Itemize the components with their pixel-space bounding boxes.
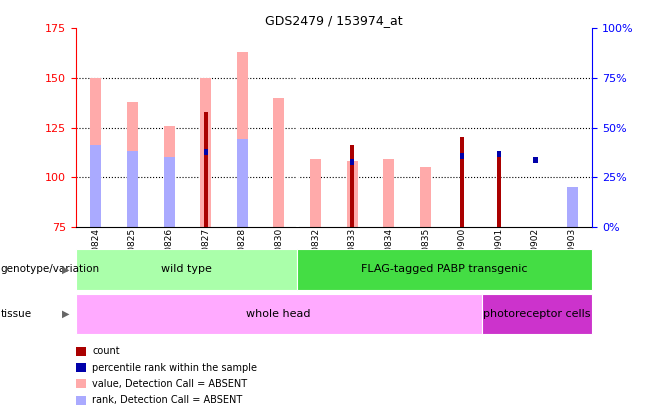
Text: wild type: wild type — [161, 264, 212, 274]
Bar — [420, 167, 431, 227]
Bar — [274, 98, 284, 227]
Title: GDS2479 / 153974_at: GDS2479 / 153974_at — [265, 14, 403, 27]
Text: count: count — [92, 346, 120, 356]
Bar — [127, 102, 138, 227]
Text: percentile rank within the sample: percentile rank within the sample — [92, 362, 257, 373]
Bar — [90, 78, 101, 227]
Text: rank, Detection Call = ABSENT: rank, Detection Call = ABSENT — [92, 395, 242, 405]
Text: genotype/variation: genotype/variation — [1, 264, 100, 274]
Bar — [200, 78, 211, 227]
Bar — [90, 145, 101, 227]
Text: ▶: ▶ — [62, 264, 69, 274]
Bar — [350, 145, 355, 227]
Bar — [567, 187, 578, 227]
Text: whole head: whole head — [246, 309, 311, 319]
Bar — [310, 159, 321, 227]
Bar — [237, 52, 248, 227]
Bar — [497, 151, 501, 157]
Text: FLAG-tagged PABP transgenic: FLAG-tagged PABP transgenic — [361, 264, 528, 274]
Bar — [164, 126, 174, 227]
Bar — [460, 138, 465, 227]
Text: ▶: ▶ — [62, 309, 69, 319]
Bar — [350, 159, 355, 165]
Bar — [533, 158, 538, 163]
Bar — [460, 153, 465, 159]
Bar — [347, 161, 358, 227]
Bar — [497, 156, 501, 227]
Text: tissue: tissue — [1, 309, 32, 319]
Text: photoreceptor cells: photoreceptor cells — [483, 309, 591, 319]
Bar — [384, 159, 394, 227]
Bar — [237, 139, 248, 227]
Bar — [567, 217, 578, 227]
Bar — [127, 151, 138, 227]
Bar — [164, 157, 174, 227]
Bar — [203, 149, 208, 156]
Text: value, Detection Call = ABSENT: value, Detection Call = ABSENT — [92, 379, 247, 389]
Bar — [203, 112, 208, 227]
